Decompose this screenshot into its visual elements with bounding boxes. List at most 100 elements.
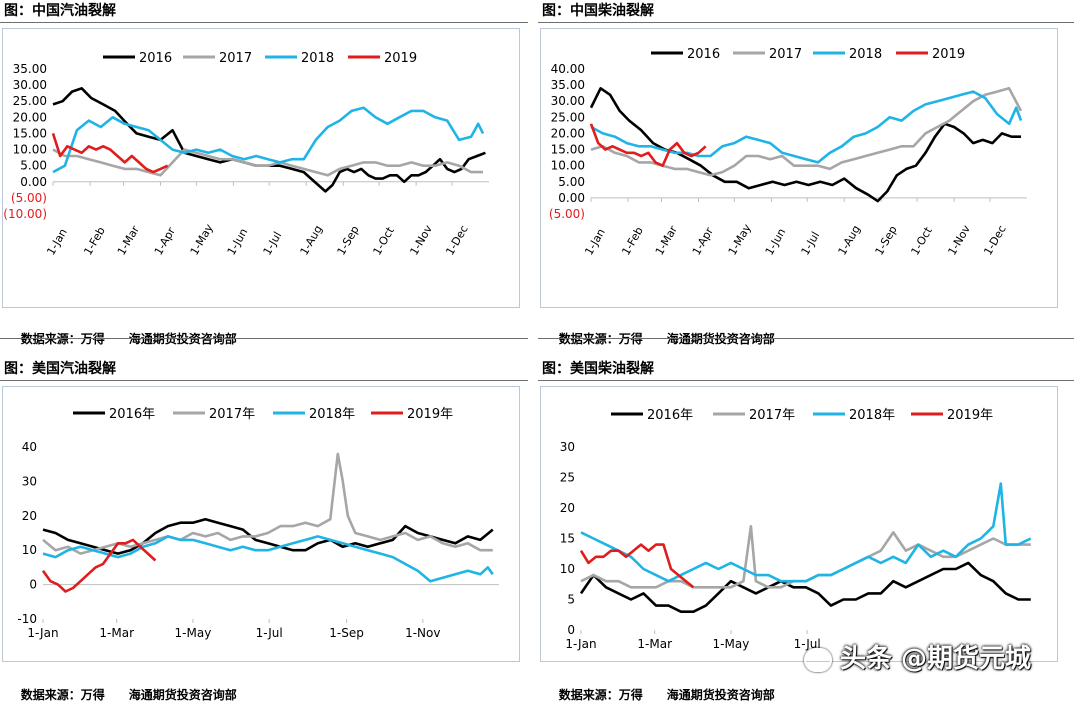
x-tick-label: 1-May xyxy=(713,637,750,651)
series-line-2018 xyxy=(52,106,485,174)
y-tick-label: 5.00 xyxy=(558,175,585,189)
source-org: 海通期货投资咨询部 xyxy=(128,332,237,346)
y-tick-label: 25 xyxy=(560,471,575,485)
x-tick-label: 1-Mar xyxy=(653,223,680,257)
chart-frame: 35.00 30.00 25.00 20.00 15.00 10.00 5.00 0.00 (5… xyxy=(2,28,520,308)
toutiao-icon xyxy=(803,647,832,672)
y-tick-label: 30.00 xyxy=(551,94,585,108)
panel-title: 图：美国汽油裂解 xyxy=(4,361,116,377)
x-tick-label: 1-May xyxy=(726,221,754,257)
legend-label: 2016 xyxy=(687,47,720,62)
x-tick-label: 1-Nov xyxy=(407,222,435,257)
series-line-2019 xyxy=(579,543,695,589)
legend-label: 2019年 xyxy=(407,407,453,422)
x-tick-label: 1-Aug xyxy=(298,223,325,257)
y-tick-label: 5.00 xyxy=(20,159,47,173)
x-tick-label: 1-Mar xyxy=(637,637,672,651)
title-rule xyxy=(538,22,1074,23)
series-line-2019 xyxy=(41,538,157,593)
y-tick-label: 10.00 xyxy=(13,143,47,157)
legend-label: 2019 xyxy=(384,51,417,66)
y-tick-label: -10 xyxy=(17,612,37,626)
chart-frame: 40 30 20 10 0 -10 1-Jan 1-Mar 1-May 1-Jul 1-Sep 1-N… xyxy=(2,386,520,662)
x-tick-label: 1-Jan xyxy=(27,626,58,640)
y-tick-label: 40.00 xyxy=(551,62,585,76)
y-tick-label: 35.00 xyxy=(13,62,47,76)
series-line-2016 xyxy=(42,517,494,555)
x-tick-label: 1-Jan xyxy=(582,226,608,257)
footer-rule xyxy=(0,338,528,339)
series-line-2016 xyxy=(579,561,1031,613)
y-tick-label: 0.00 xyxy=(558,191,585,205)
x-tick-label: 1-Sep xyxy=(335,224,362,258)
x-tick-label: 1-Feb xyxy=(81,225,107,258)
x-tick-label: 1-Mar xyxy=(115,223,142,257)
title-rule xyxy=(0,380,528,381)
source-org: 海通期货投资咨询部 xyxy=(128,688,237,702)
source-note: 数据来源：万得 海通期货投资咨询部 xyxy=(4,316,237,361)
legend-label: 2018 xyxy=(301,51,334,66)
source-label: 数据来源：万得 xyxy=(558,332,643,346)
chart-frame: 40.00 35.00 30.00 25.00 20.00 15.00 10.00 5.00 0… xyxy=(540,28,1058,308)
x-tick-label: 1-Apr xyxy=(690,225,716,258)
legend-label: 2018年 xyxy=(849,408,895,423)
y-tick-label: 30 xyxy=(22,474,37,488)
legend-label: 2017 xyxy=(769,47,802,62)
y-tick-label: (5.00) xyxy=(11,191,47,205)
y-tick-label: 10 xyxy=(560,562,575,576)
x-tick-label: 1-Dec xyxy=(443,223,470,257)
y-tick-label: 40 xyxy=(22,440,37,454)
y-tick-label: 30.00 xyxy=(13,78,47,92)
legend-label: 2018 xyxy=(849,47,882,62)
x-tick-label: 1-Jan xyxy=(44,226,70,257)
x-tick-label: 1-Sep xyxy=(873,224,900,258)
legend-label: 2017年 xyxy=(749,408,795,423)
y-tick-label: 0 xyxy=(567,623,575,637)
panel-us-diesel: 图：美国柴油裂解 30 25 20 15 10 5 0 1-Jan 1-Mar 1-May 1-Ju… xyxy=(538,358,1077,702)
source-note: 数据来源：万得 海通期货投资咨询部 xyxy=(542,672,775,717)
series-line-2017 xyxy=(42,452,493,555)
source-label: 数据来源：万得 xyxy=(20,688,105,702)
x-tick-label: 1-Nov xyxy=(945,222,973,257)
y-tick-label: 20.00 xyxy=(551,126,585,140)
x-tick-label: 1-Sep xyxy=(329,626,364,640)
source-note: 数据来源：万得 海通期货投资咨询部 xyxy=(542,316,775,361)
panel-us-gasoline: 图：美国汽油裂解 40 30 20 10 0 -10 1-Jan 1-Mar 1-May 1-Ju… xyxy=(0,358,532,702)
y-tick-label: 15 xyxy=(560,532,575,546)
series-line-2017 xyxy=(580,525,1031,589)
y-tick-label: (5.00) xyxy=(549,207,585,221)
title-rule xyxy=(0,22,528,23)
series-line-2018 xyxy=(580,482,1032,583)
x-tick-label: 1-Jul xyxy=(261,229,285,257)
series-line-2017 xyxy=(52,148,483,177)
y-tick-label: (10.00) xyxy=(3,207,47,221)
x-tick-label: 1-Oct xyxy=(908,224,935,257)
title-rule xyxy=(538,380,1074,381)
y-tick-label: 0 xyxy=(29,578,37,592)
series-line-2016 xyxy=(589,86,1021,203)
x-tick-label: 1-Jun xyxy=(225,226,251,257)
legend-label: 2017 xyxy=(219,51,252,66)
source-org: 海通期货投资咨询部 xyxy=(666,688,775,702)
y-tick-label: 35.00 xyxy=(551,78,585,92)
y-tick-label: 0.00 xyxy=(20,175,47,189)
x-tick-label: 1-Jun xyxy=(763,226,789,257)
x-tick-label: 1-Apr xyxy=(152,225,178,258)
y-tick-label: 20.00 xyxy=(13,110,47,124)
legend-label: 2016 xyxy=(139,51,172,66)
panel-title: 图：中国柴油裂解 xyxy=(542,3,654,19)
y-tick-label: 20 xyxy=(22,509,37,523)
y-tick-label: 15.00 xyxy=(13,126,47,140)
y-tick-label: 10.00 xyxy=(551,159,585,173)
panel-title: 图：中国汽油裂解 xyxy=(4,3,116,19)
series-line-2018 xyxy=(590,90,1023,164)
source-label: 数据来源：万得 xyxy=(20,332,105,346)
legend-label: 2019 xyxy=(932,47,965,62)
series-line-2016 xyxy=(52,86,486,193)
y-tick-label: 25.00 xyxy=(551,110,585,124)
x-tick-label: 1-Mar xyxy=(99,626,134,640)
chart-frame: 30 25 20 15 10 5 0 1-Jan 1-Mar 1-May 1-Jul 2016年 201… xyxy=(540,386,1058,662)
legend-label: 2018年 xyxy=(309,407,355,422)
x-tick-label: 1-Jul xyxy=(799,229,823,257)
y-tick-label: 25.00 xyxy=(13,94,47,108)
